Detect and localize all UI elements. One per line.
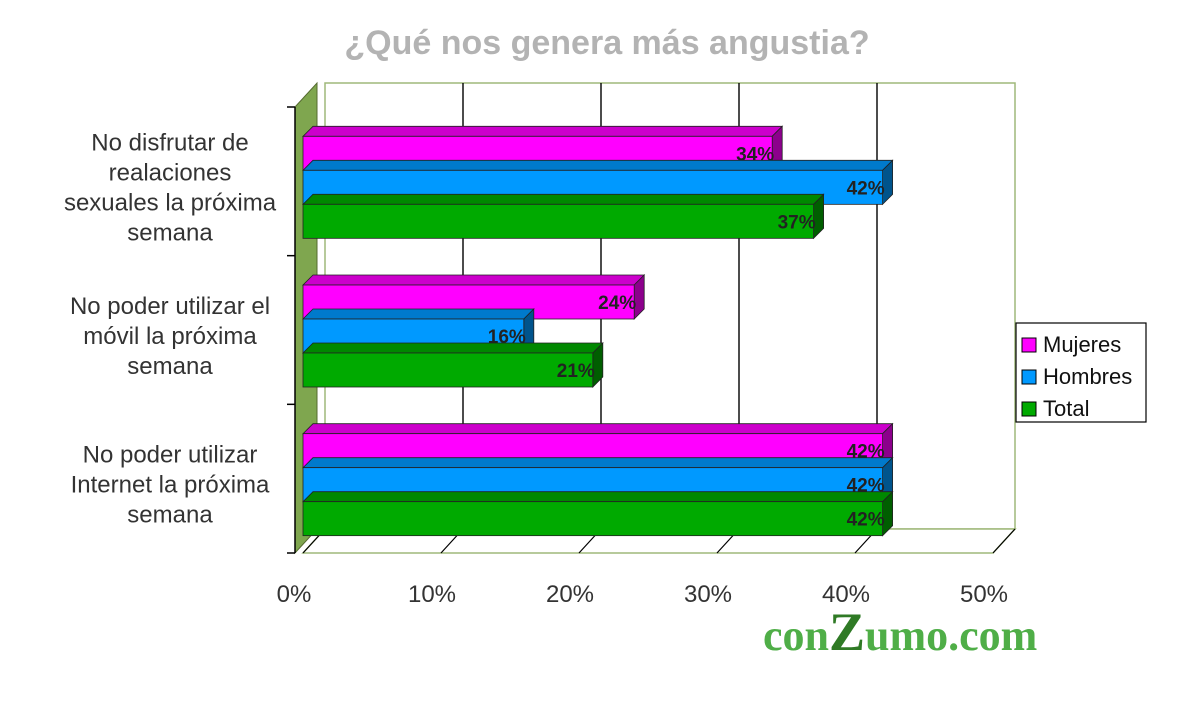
brand-text-2: umo.com [865, 611, 1037, 660]
data-label: 24% [598, 293, 636, 314]
data-label: 42% [847, 510, 885, 531]
x-tick-label: 10% [408, 581, 456, 608]
x-tick-labels: 0% 10% 20% 30% 40% 50% [277, 581, 1008, 608]
legend-label-mujeres: Mujeres [1043, 332, 1121, 357]
legend-swatch-total [1021, 401, 1037, 417]
legend-box [1015, 322, 1147, 423]
brand-logo: conZumo.com [763, 602, 1037, 662]
legend-swatch-hombres [1021, 369, 1037, 385]
floor-gridline [992, 528, 1016, 554]
bar-top-face [302, 423, 894, 435]
bar-front-face [302, 203, 815, 239]
category-label: No disfrutar de realaciones sexuales la pr… [64, 129, 277, 246]
bar-top-face [302, 274, 646, 286]
x-tick-label: 0% [277, 581, 312, 608]
bar-top-face [302, 193, 825, 205]
legend-label-hombres: Hombres [1043, 364, 1132, 389]
category-label-line: No disfrutar de [91, 129, 248, 156]
bar-top-face [302, 308, 535, 320]
bar-front-face [302, 501, 883, 537]
bar-top-face [302, 159, 894, 171]
bar-top-face [302, 457, 894, 469]
bar-total-2: 21% [302, 342, 604, 388]
x-tick-label: 20% [546, 581, 594, 608]
category-label-line: No poder utilizar el [70, 293, 270, 320]
category-label-line: realaciones [109, 159, 232, 186]
chart-title: ¿Qué nos genera más angustia? [344, 24, 869, 62]
bar-total-3: 42% [302, 490, 894, 537]
bar-top-face [302, 342, 604, 354]
category-label-line: No poder utilizar [83, 442, 258, 469]
data-label: 37% [778, 212, 816, 233]
bar-total-1: 37% [302, 193, 825, 240]
x-tick-label: 30% [684, 581, 732, 608]
category-label-line: semana [127, 502, 213, 529]
legend-label-total: Total [1043, 396, 1089, 421]
category-labels: No disfrutar de realaciones sexuales la pr… [64, 129, 277, 528]
data-label: 42% [847, 178, 885, 199]
x-tick-label: 40% [822, 581, 870, 608]
bar-top-face [302, 125, 784, 137]
category-label-line: semana [127, 353, 213, 380]
x-tick-label: 50% [960, 581, 1008, 608]
bar-top-face [302, 491, 894, 503]
category-label-line: sexuales la próxima [64, 189, 277, 216]
legend: Mujeres Hombres Total [1015, 322, 1147, 423]
data-label: 21% [557, 361, 595, 382]
brand-text-accent: Z [829, 602, 865, 662]
bar-mujeres-3: 42% [302, 422, 894, 469]
category-label-line: móvil la próxima [83, 323, 257, 350]
category-label-line: semana [127, 219, 213, 246]
legend-swatch-mujeres [1021, 337, 1037, 353]
category-label: No poder utilizar el móvil la próxima sema… [70, 293, 270, 380]
bar-front-face [302, 352, 594, 388]
brand-text-1: con [763, 611, 829, 660]
bars-group: 34%42%37%24%16%21%42%42%42% [302, 125, 894, 537]
category-label: No poder utilizar Internet la próxima sema… [71, 442, 270, 529]
category-label-line: Internet la próxima [71, 472, 270, 499]
